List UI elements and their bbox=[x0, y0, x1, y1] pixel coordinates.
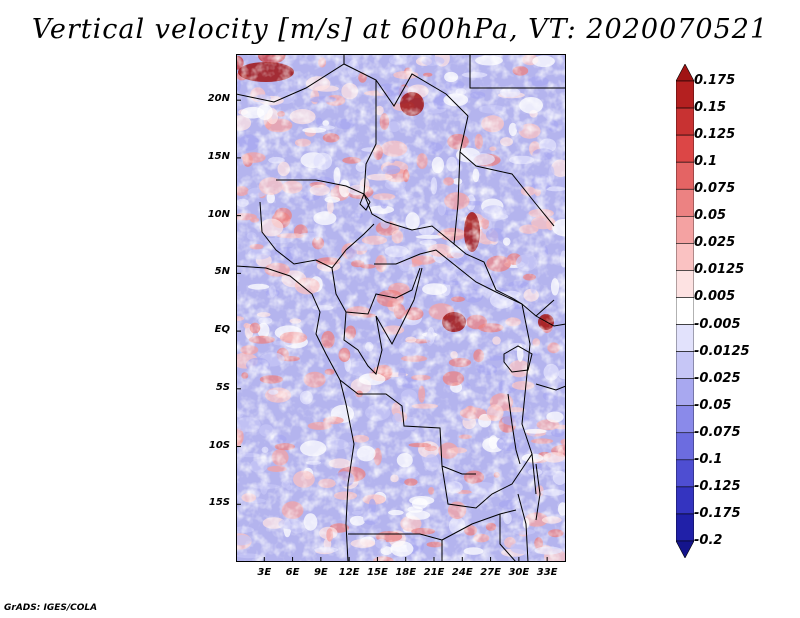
lon-tick-label: 24E bbox=[451, 567, 473, 578]
colorbar-label: -0.2 bbox=[694, 533, 723, 548]
colorbar-swatch bbox=[676, 107, 694, 136]
lon-tick-label: 15E bbox=[367, 567, 388, 578]
colorbar-label: -0.05 bbox=[694, 397, 732, 413]
border-east-coast bbox=[535, 315, 566, 327]
colorbar-label: 0.025 bbox=[694, 235, 736, 251]
border-malawi bbox=[517, 493, 529, 562]
lake-victoria bbox=[503, 345, 533, 373]
map-title: Vertical velocity [m/s] at 600hPa, VT: 2… bbox=[31, 14, 769, 45]
coast-west-africa bbox=[236, 265, 341, 381]
lat-tick-label: 15S bbox=[208, 497, 230, 509]
colorbar bbox=[676, 64, 694, 558]
colorbar-label: 0.075 bbox=[694, 181, 736, 197]
border-east-chad bbox=[453, 115, 523, 305]
colorbar-swatch bbox=[676, 243, 694, 271]
border-cameroon bbox=[331, 267, 421, 315]
colorbar-swatch bbox=[676, 324, 694, 352]
colorbar-swatch bbox=[676, 188, 694, 217]
colorbar-label: -0.075 bbox=[694, 424, 741, 440]
lon-tick-label: 30E bbox=[508, 567, 530, 578]
border-angola-south bbox=[348, 533, 443, 562]
colorbar-label: 0.15 bbox=[694, 100, 727, 116]
border-tanzania bbox=[535, 383, 566, 391]
lon-tick-label: 3E bbox=[257, 567, 272, 578]
colorbar-swatch bbox=[676, 378, 694, 407]
lat-tick-label: 5N bbox=[214, 266, 230, 278]
country-borders bbox=[236, 54, 566, 562]
colorbar-swatch bbox=[676, 459, 694, 488]
colorbar-label: -0.1 bbox=[694, 451, 723, 467]
lat-tick-label: EQ bbox=[214, 324, 230, 336]
colorbar-swatch bbox=[676, 540, 694, 558]
lake-malawi bbox=[535, 463, 541, 521]
lat-tick-label: 20N bbox=[207, 93, 230, 105]
velocity-field-map bbox=[236, 54, 566, 562]
map-panel bbox=[236, 54, 566, 562]
colorbar-swatch bbox=[676, 486, 694, 515]
border-nigeria bbox=[259, 201, 375, 269]
colorbar-label: 0.0125 bbox=[694, 262, 745, 278]
colorbar-label: 0.005 bbox=[694, 289, 736, 305]
border-ethiopia bbox=[469, 54, 566, 89]
lon-tick-label: 12E bbox=[338, 567, 360, 578]
colorbar-label: -0.0125 bbox=[694, 343, 750, 359]
colorbar-swatch bbox=[676, 161, 694, 190]
lon-tick-label: 18E bbox=[395, 567, 417, 578]
border-angola bbox=[339, 379, 355, 562]
colorbar-label: -0.125 bbox=[694, 478, 741, 494]
colorbar-swatch bbox=[676, 405, 694, 434]
colorbar-swatch bbox=[676, 64, 694, 82]
lake-chad bbox=[359, 192, 371, 211]
lat-tick-label: 10S bbox=[208, 439, 230, 451]
border-zambia bbox=[441, 453, 533, 509]
border-drc-west bbox=[339, 379, 476, 475]
lat-tick-label: 5S bbox=[215, 381, 230, 393]
colorbar-label: 0.1 bbox=[694, 154, 718, 170]
lon-tick-label: 27E bbox=[480, 567, 501, 578]
border-congo bbox=[375, 267, 423, 346]
colorbar-label: 0.125 bbox=[694, 127, 736, 143]
border-drc-east bbox=[521, 303, 537, 495]
colorbar-label: 0.05 bbox=[694, 208, 727, 224]
lake-tanganyika bbox=[507, 393, 521, 465]
colorbar-swatch bbox=[676, 215, 694, 244]
lat-tick-label: 10N bbox=[207, 208, 230, 220]
colorbar-swatch bbox=[676, 270, 694, 298]
credit-text: GrADS: IGES/COLA bbox=[4, 603, 98, 613]
lat-tick-label: 15N bbox=[207, 150, 230, 162]
colorbar-swatch bbox=[676, 351, 694, 379]
border-north-3 bbox=[363, 80, 377, 195]
axis-ticks bbox=[236, 99, 548, 562]
border-zambia-south bbox=[441, 509, 517, 541]
border-sudan-south bbox=[459, 151, 555, 227]
colorbar-label: -0.025 bbox=[694, 370, 741, 386]
border-mozambique bbox=[499, 514, 517, 562]
colorbar-swatch bbox=[676, 513, 694, 542]
colorbar-swatch bbox=[676, 297, 694, 325]
lon-tick-label: 9E bbox=[313, 567, 328, 578]
colorbar-label: -0.005 bbox=[694, 316, 741, 332]
lon-tick-label: 21E bbox=[423, 567, 445, 578]
colorbar-swatch bbox=[676, 134, 694, 163]
colorbar-swatch bbox=[676, 432, 694, 461]
border-gabon bbox=[343, 311, 383, 375]
border-car bbox=[374, 249, 555, 317]
border-central-1 bbox=[276, 179, 455, 245]
colorbar-swatch bbox=[676, 80, 694, 109]
colorbar-label: -0.175 bbox=[694, 505, 741, 521]
lon-tick-label: 33E bbox=[536, 567, 558, 578]
lon-tick-label: 6E bbox=[285, 567, 300, 578]
colorbar-label: 0.175 bbox=[694, 73, 736, 88]
